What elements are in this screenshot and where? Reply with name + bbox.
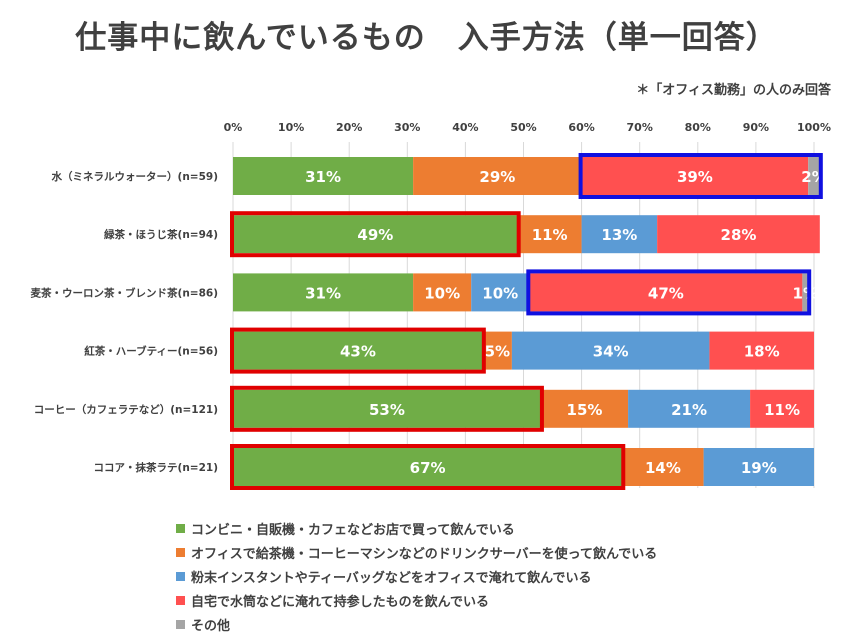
category-label: 水（ミネラルウォーター）(n=59) bbox=[51, 170, 218, 183]
legend-item: その他 bbox=[176, 612, 657, 636]
data-label: 47% bbox=[648, 284, 684, 302]
data-label: 2% bbox=[801, 168, 826, 186]
bar-segment bbox=[703, 448, 814, 486]
data-label: 18% bbox=[744, 343, 780, 361]
data-label: 43% bbox=[340, 343, 376, 361]
stacked-bar-chart: 0% 10% 20% 30% 40% 50% 60% 70% 80% 90% 100% 水（ミネラル… bbox=[31, 121, 831, 490]
x-axis-ticks: 0% 10% 20% 30% 40% 50% 60% 70% 80% 90% 100% bbox=[224, 121, 831, 134]
legend-label: 粉末インスタントやティーバッグなどをオフィスで淹れて飲んでいる bbox=[191, 570, 592, 586]
data-label: 5% bbox=[485, 343, 510, 361]
data-label: 19% bbox=[741, 459, 777, 477]
x-tick-label: 60% bbox=[568, 121, 594, 134]
bar-segment bbox=[622, 448, 704, 486]
bar-segment bbox=[529, 273, 803, 312]
legend: コンビニ・自販機・カフェなどお店で買って飲んでいるオフィスで給茶機・コーヒーマシ… bbox=[176, 516, 657, 636]
data-label: 29% bbox=[479, 168, 515, 186]
legend-label: オフィスで給茶機・コーヒーマシンなどのドリンクサーバーを使って飲んでいる bbox=[191, 546, 658, 562]
bar-segment bbox=[581, 157, 809, 195]
bar-segment bbox=[233, 215, 518, 254]
x-tick-label: 50% bbox=[510, 121, 536, 134]
bar-segment bbox=[233, 331, 483, 370]
x-tick-label: 10% bbox=[278, 121, 304, 134]
bar-segment bbox=[808, 157, 820, 195]
legend-label: その他 bbox=[191, 618, 231, 634]
data-label: 53% bbox=[369, 401, 405, 419]
bar-segment bbox=[628, 389, 751, 428]
legend-swatch bbox=[176, 523, 185, 533]
bar-segment bbox=[657, 215, 820, 254]
x-tick-label: 30% bbox=[394, 121, 420, 134]
bar-segment bbox=[517, 215, 582, 254]
x-tick-label: 80% bbox=[685, 121, 711, 134]
data-label: 34% bbox=[593, 343, 629, 361]
category-label: 麦茶・ウーロン茶・ブレンド茶(n=86) bbox=[31, 286, 218, 299]
legend-item: 粉末インスタントやティーバッグなどをオフィスで淹れて飲んでいる bbox=[176, 564, 657, 588]
bar-segment bbox=[233, 157, 414, 195]
legend-label: コンビニ・自販機・カフェなどお店で買って飲んでいる bbox=[191, 522, 515, 538]
bar-segment bbox=[802, 273, 809, 312]
highlight-box bbox=[526, 269, 812, 316]
data-label: 31% bbox=[305, 168, 341, 186]
legend-item: 自宅で水筒などに淹れて持参したものを飲んでいる bbox=[176, 588, 657, 612]
x-tick-label: 20% bbox=[336, 121, 362, 134]
category-label: ココア・抹茶ラテ(n=21) bbox=[94, 461, 218, 474]
data-label: 15% bbox=[567, 401, 603, 419]
legend-item: コンビニ・自販機・カフェなどお店で買って飲んでいる bbox=[176, 516, 657, 540]
category-label: コーヒー（カフェラテなど）(n=121) bbox=[34, 403, 218, 416]
data-label: 1% bbox=[793, 284, 818, 302]
data-label: 10% bbox=[424, 284, 460, 302]
legend-swatch bbox=[176, 547, 185, 557]
bar-segment bbox=[540, 389, 629, 428]
data-label: 14% bbox=[645, 459, 681, 477]
data-label: 13% bbox=[601, 226, 637, 244]
legend-item: オフィスで給茶機・コーヒーマシンなどのドリンクサーバーを使って飲んでいる bbox=[176, 540, 657, 564]
legend-swatch bbox=[176, 571, 185, 581]
category-label: 紅茶・ハーブティー(n=56) bbox=[84, 345, 218, 358]
bar-segment bbox=[413, 157, 582, 195]
legend-swatch bbox=[176, 619, 185, 629]
data-label: 11% bbox=[764, 401, 800, 419]
data-label: 67% bbox=[410, 459, 446, 477]
data-label: 31% bbox=[305, 284, 341, 302]
bar-segment bbox=[750, 389, 814, 428]
data-label: 10% bbox=[482, 284, 518, 302]
highlight-box bbox=[578, 153, 823, 199]
bar-segment bbox=[233, 273, 414, 312]
x-tick-label: 40% bbox=[452, 121, 478, 134]
highlight-box bbox=[230, 327, 486, 374]
x-tick-label: 70% bbox=[627, 121, 653, 134]
bar-segment bbox=[233, 448, 623, 486]
data-label: 21% bbox=[671, 401, 707, 419]
data-label: 11% bbox=[532, 226, 568, 244]
legend-label: 自宅で水筒などに淹れて持参したものを飲んでいる bbox=[191, 594, 489, 610]
highlight-box bbox=[230, 385, 544, 432]
legend-swatch bbox=[176, 595, 185, 605]
data-label: 49% bbox=[357, 226, 393, 244]
data-label: 28% bbox=[721, 226, 757, 244]
x-tick-label: 0% bbox=[224, 121, 243, 134]
highlight-box bbox=[230, 211, 521, 258]
chart-title: 仕事中に飲んでいるもの 入手方法（単一回答） bbox=[75, 20, 778, 56]
bar-segment bbox=[511, 331, 710, 370]
x-tick-label: 100% bbox=[797, 121, 831, 134]
bars: 31% 29% 39% 2% 49% 11% 13% 28% 31% 10% 10% 47% 1% 43%… bbox=[233, 157, 827, 486]
x-tick-label: 90% bbox=[743, 121, 769, 134]
bar-segment bbox=[233, 389, 541, 428]
bar-segment bbox=[413, 273, 472, 312]
respondent-note: ＊「オフィス勤務」の人のみ回答 bbox=[636, 83, 831, 98]
bar-segment bbox=[482, 331, 512, 370]
category-labels: 水（ミネラルウォーター）(n=59) 緑茶・ほうじ茶(n=94) 麦茶・ウーロン茶・… bbox=[31, 170, 218, 474]
category-label: 緑茶・ほうじ茶(n=94) bbox=[104, 228, 218, 241]
bar-segment bbox=[709, 331, 814, 370]
data-label: 39% bbox=[677, 168, 713, 186]
bar-segment bbox=[471, 273, 530, 312]
highlight-box bbox=[230, 444, 626, 490]
highlight-boxes bbox=[230, 153, 823, 490]
bar-segment bbox=[581, 215, 658, 254]
